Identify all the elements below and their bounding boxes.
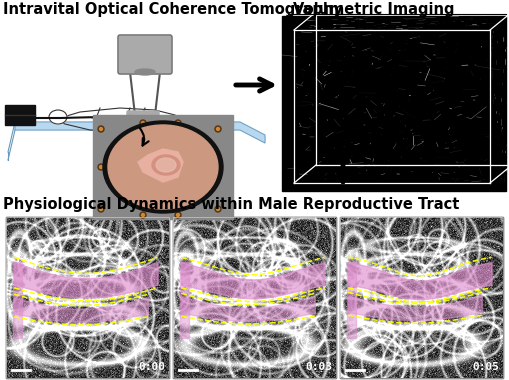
Circle shape bbox=[175, 212, 181, 218]
Circle shape bbox=[176, 122, 179, 125]
Text: Physiological Dynamics within Male Reproductive Tract: Physiological Dynamics within Male Repro… bbox=[3, 197, 459, 212]
Ellipse shape bbox=[156, 158, 176, 172]
Bar bbox=[6, 217, 168, 378]
Circle shape bbox=[215, 164, 220, 170]
Circle shape bbox=[215, 126, 220, 132]
Bar bbox=[93, 115, 233, 219]
Circle shape bbox=[140, 120, 146, 126]
Circle shape bbox=[99, 128, 102, 130]
FancyArrowPatch shape bbox=[139, 128, 148, 146]
FancyBboxPatch shape bbox=[127, 111, 159, 123]
Text: Volumetric Imaging: Volumetric Imaging bbox=[293, 2, 454, 17]
Text: Intravital Optical Coherence Tomography: Intravital Optical Coherence Tomography bbox=[3, 2, 342, 17]
Circle shape bbox=[140, 212, 146, 218]
Bar bbox=[173, 217, 335, 378]
Bar bbox=[281, 16, 505, 191]
Circle shape bbox=[215, 206, 220, 212]
Circle shape bbox=[176, 214, 179, 217]
Bar bbox=[173, 217, 335, 378]
Circle shape bbox=[98, 206, 104, 212]
Bar bbox=[6, 217, 168, 378]
Polygon shape bbox=[15, 122, 265, 143]
Ellipse shape bbox=[49, 110, 67, 124]
Circle shape bbox=[99, 166, 102, 168]
Ellipse shape bbox=[135, 69, 155, 75]
Circle shape bbox=[141, 214, 144, 217]
Bar bbox=[5, 105, 35, 125]
Circle shape bbox=[216, 128, 219, 130]
Circle shape bbox=[98, 164, 104, 170]
Circle shape bbox=[175, 120, 181, 126]
FancyBboxPatch shape bbox=[118, 35, 172, 74]
Circle shape bbox=[99, 207, 102, 211]
Ellipse shape bbox=[152, 155, 180, 175]
Circle shape bbox=[98, 126, 104, 132]
Circle shape bbox=[216, 166, 219, 168]
Circle shape bbox=[216, 207, 219, 211]
Text: 0:00: 0:00 bbox=[138, 362, 165, 372]
Ellipse shape bbox=[108, 125, 217, 209]
Polygon shape bbox=[138, 149, 183, 182]
Circle shape bbox=[141, 122, 144, 125]
Bar bbox=[340, 217, 502, 378]
Ellipse shape bbox=[103, 121, 222, 213]
Text: 0:03: 0:03 bbox=[304, 362, 331, 372]
Text: 0:05: 0:05 bbox=[471, 362, 498, 372]
Bar bbox=[340, 217, 502, 378]
